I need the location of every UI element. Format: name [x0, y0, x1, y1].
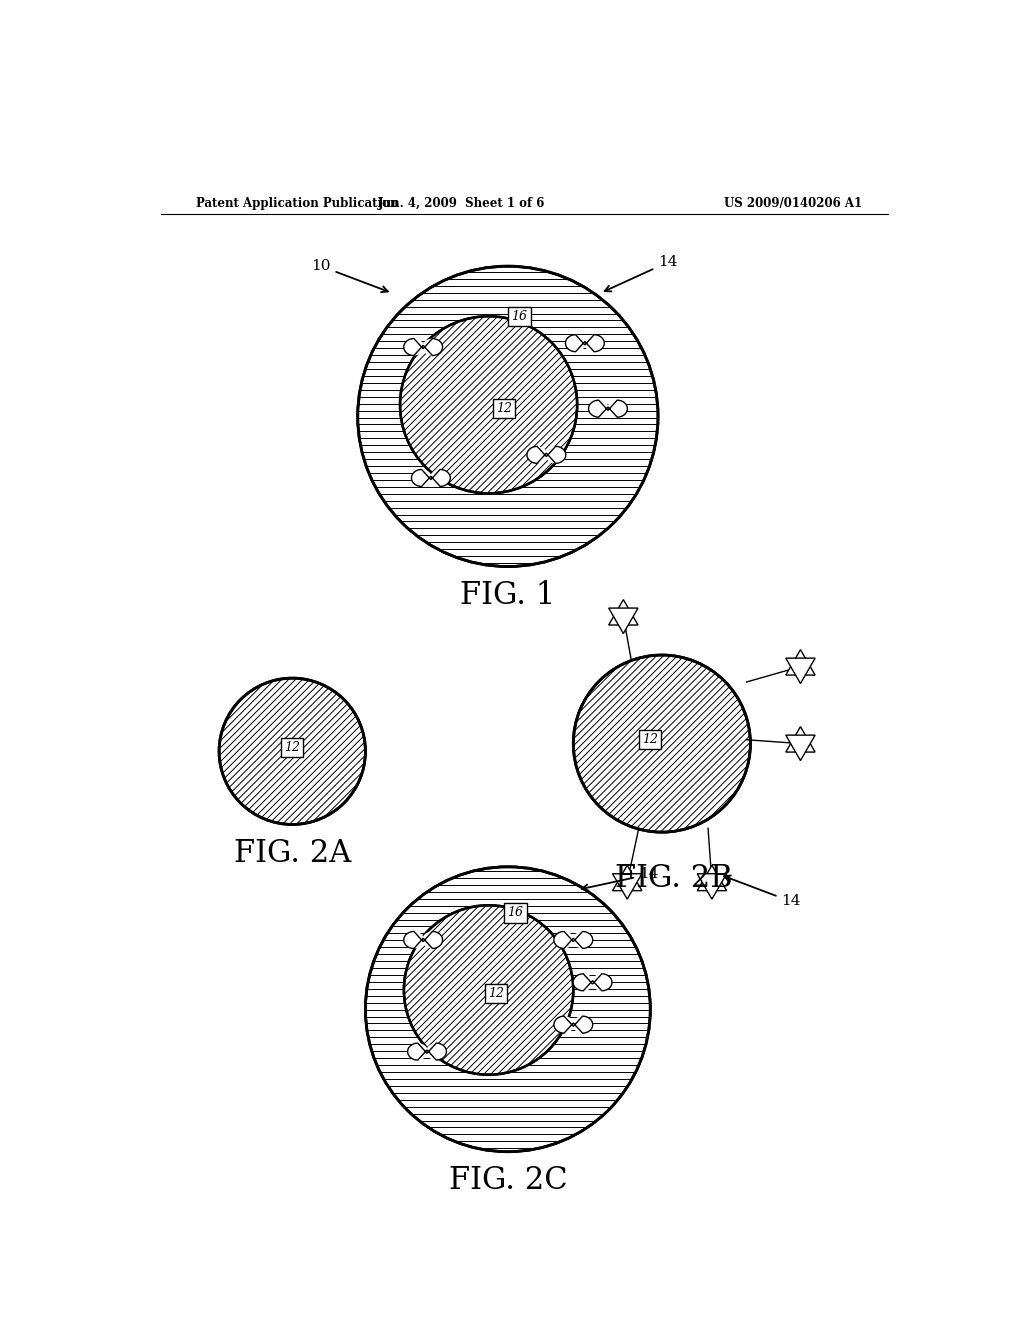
Text: 14: 14 [724, 875, 801, 908]
Polygon shape [554, 932, 593, 949]
Polygon shape [403, 932, 442, 949]
Text: 12: 12 [642, 733, 658, 746]
Circle shape [403, 906, 573, 1074]
Circle shape [219, 678, 366, 825]
Text: 16: 16 [508, 907, 523, 920]
Polygon shape [527, 446, 565, 463]
Polygon shape [785, 659, 815, 684]
Polygon shape [589, 400, 628, 417]
Ellipse shape [527, 446, 547, 463]
Ellipse shape [607, 400, 628, 417]
Text: FIG. 2B: FIG. 2B [614, 863, 732, 894]
Ellipse shape [412, 470, 432, 487]
Polygon shape [608, 599, 638, 626]
Polygon shape [697, 866, 727, 891]
Polygon shape [697, 874, 727, 899]
Ellipse shape [572, 1016, 593, 1034]
Ellipse shape [422, 338, 442, 355]
Polygon shape [412, 470, 451, 487]
Text: US 2009/0140206 A1: US 2009/0140206 A1 [724, 197, 862, 210]
Polygon shape [408, 1043, 446, 1060]
Circle shape [357, 267, 658, 566]
Circle shape [400, 317, 578, 494]
Polygon shape [403, 339, 442, 355]
Text: 12: 12 [488, 987, 504, 1001]
Ellipse shape [422, 932, 442, 949]
Text: Patent Application Publication: Patent Application Publication [196, 197, 398, 210]
Polygon shape [785, 726, 815, 752]
Polygon shape [608, 609, 638, 634]
Ellipse shape [592, 974, 612, 991]
Text: FIG. 1: FIG. 1 [460, 581, 555, 611]
Text: FIG. 2A: FIG. 2A [233, 838, 351, 869]
Polygon shape [565, 335, 604, 351]
Text: Jun. 4, 2009  Sheet 1 of 6: Jun. 4, 2009 Sheet 1 of 6 [378, 197, 546, 210]
Text: 10: 10 [311, 259, 388, 292]
Polygon shape [785, 735, 815, 760]
Text: FIG. 2C: FIG. 2C [449, 1166, 567, 1196]
Polygon shape [554, 1016, 593, 1034]
Circle shape [573, 655, 751, 832]
Ellipse shape [589, 400, 609, 417]
Ellipse shape [408, 1043, 428, 1060]
Ellipse shape [565, 335, 586, 351]
Ellipse shape [573, 974, 594, 991]
Polygon shape [612, 866, 642, 891]
Text: 14: 14 [582, 867, 658, 891]
Ellipse shape [403, 932, 424, 949]
Ellipse shape [430, 470, 451, 487]
Text: 16: 16 [511, 310, 527, 323]
Ellipse shape [584, 335, 604, 351]
Ellipse shape [546, 446, 566, 463]
Ellipse shape [403, 338, 424, 355]
Ellipse shape [426, 1043, 446, 1060]
Ellipse shape [554, 932, 574, 949]
Polygon shape [785, 649, 815, 675]
Text: 14: 14 [604, 255, 678, 292]
Text: 12: 12 [496, 403, 512, 416]
Circle shape [366, 867, 650, 1151]
Ellipse shape [554, 1016, 574, 1034]
Polygon shape [573, 974, 612, 991]
Ellipse shape [572, 932, 593, 949]
Polygon shape [612, 874, 642, 899]
Text: 12: 12 [285, 741, 300, 754]
